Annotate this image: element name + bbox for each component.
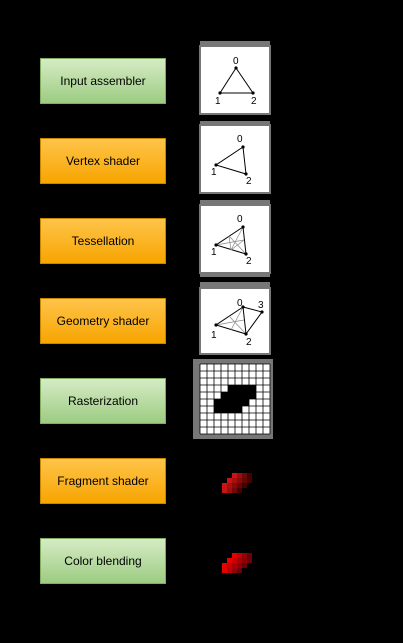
vertex-label: 0 [233, 56, 239, 67]
pipeline-connector [97, 40, 105, 540]
vertex-label: 1 [211, 247, 217, 258]
arrow-connector [97, 264, 105, 300]
vertex-label: 2 [251, 96, 257, 107]
stage-label: Geometry shader [56, 314, 150, 328]
vertex-label: 2 [246, 256, 252, 267]
stage-label: Fragment shader [57, 474, 149, 488]
arrow-connector [97, 40, 105, 60]
vertex-label: 1 [215, 96, 221, 107]
illustration-vertex-shader: 0 1 2 [199, 121, 271, 194]
arrow-connector [97, 104, 105, 140]
illustration-fragment-shader [222, 473, 252, 493]
stage-label: Color blending [64, 554, 142, 568]
vertex-label: 0 [237, 134, 243, 145]
stage-label: Tessellation [71, 234, 135, 248]
stage-label: Input assembler [60, 74, 146, 88]
vertex-label: 1 [211, 330, 217, 341]
vertex-label: 2 [246, 176, 252, 187]
illustration-tessellation: 0 1 2 [199, 200, 271, 277]
vertex-label: 0 [237, 298, 243, 309]
stage-rasterization: Rasterization [40, 378, 166, 424]
stage-color-blending: Color blending [40, 538, 166, 584]
stage-input-assembler: Input assembler [40, 58, 166, 104]
vertex-label: 0 [237, 214, 243, 225]
illustration-input-assembler: 0 1 2 [199, 41, 271, 115]
stage-tessellation: Tessellation [40, 218, 166, 264]
vertex-label: 3 [258, 300, 264, 311]
arrow-connector [97, 344, 105, 380]
arrow-connector [97, 424, 105, 460]
stage-fragment-shader: Fragment shader [40, 458, 166, 504]
arrow-connector [97, 504, 105, 540]
vertex-label: 2 [246, 337, 252, 348]
stage-vertex-shader: Vertex shader [40, 138, 166, 184]
vertex-label: 1 [211, 167, 217, 178]
stage-geometry-shader: Geometry shader [40, 298, 166, 344]
illustration-color-blending [222, 553, 252, 573]
stage-label: Rasterization [67, 394, 139, 408]
arrow-connector [97, 184, 105, 220]
stage-label: Vertex shader [65, 154, 141, 168]
illustration-geometry-shader: 0 3 1 2 [199, 282, 271, 355]
illustration-rasterization [193, 359, 273, 439]
